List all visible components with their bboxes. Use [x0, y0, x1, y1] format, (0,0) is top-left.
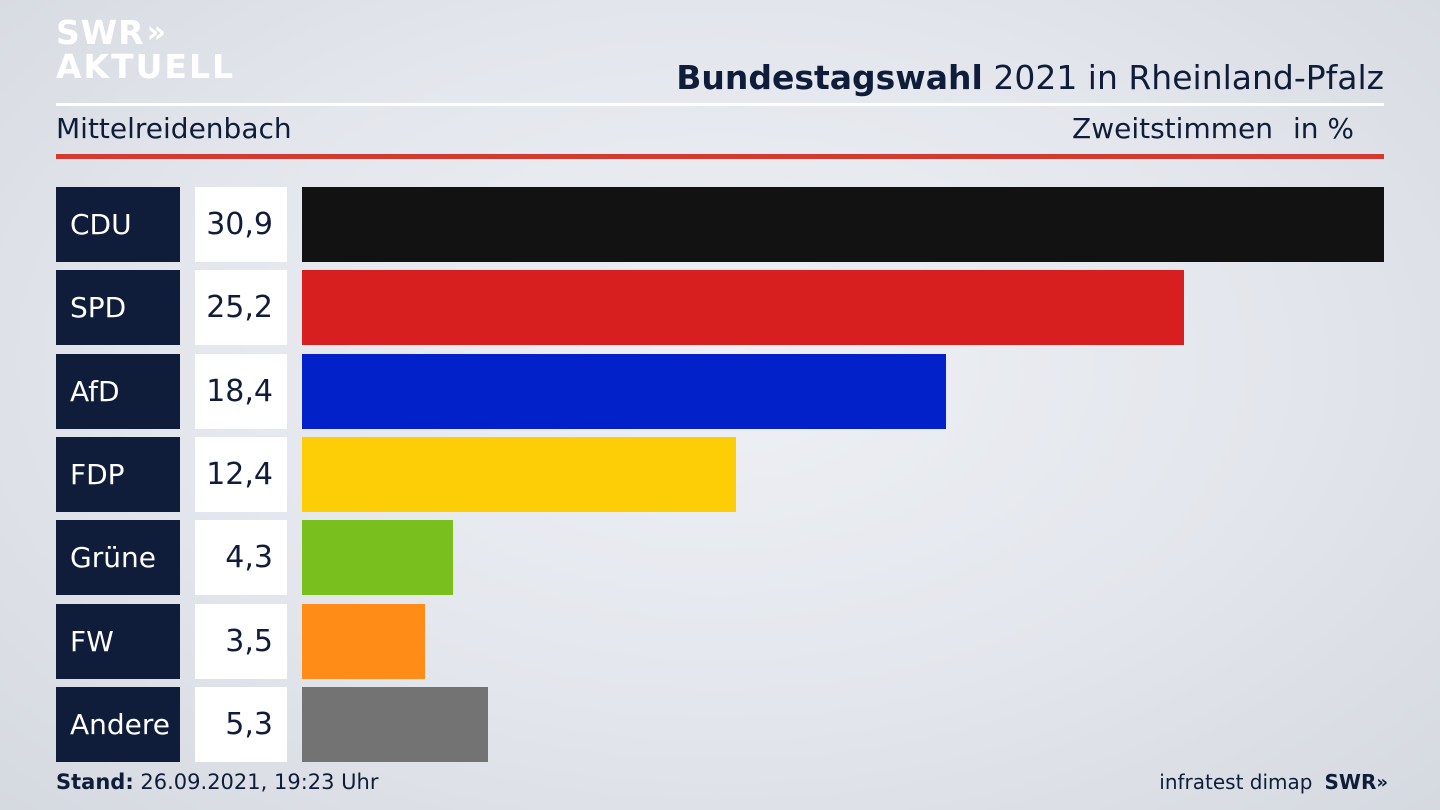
value-label: 3,5 — [195, 603, 287, 679]
header-divider — [56, 103, 1384, 106]
bar-row-cdu: CDU 30,9 — [56, 187, 1384, 262]
bar-fw — [302, 603, 425, 679]
source-credit: infratest dimap SWR » — [1159, 770, 1388, 794]
bar-row-fw: FW 3,5 — [56, 603, 1384, 679]
swr-logo-small: SWR — [1324, 770, 1377, 794]
bar-grüne — [302, 520, 453, 596]
bar-afd — [302, 353, 947, 429]
bar-andere — [302, 686, 488, 762]
logo-chevrons-icon: » — [146, 15, 167, 50]
party-label: Andere — [56, 686, 180, 762]
bar-row-spd: SPD 25,2 — [56, 270, 1384, 346]
bar-row-grüne: Grüne 4,3 — [56, 520, 1384, 596]
value-label: 5,3 — [195, 686, 287, 762]
bar-row-afd: AfD 18,4 — [56, 353, 1384, 429]
source-name: infratest dimap — [1159, 770, 1313, 794]
metric-label: Zweitstimmen in % — [1072, 112, 1354, 145]
bar-row-andere: Andere 5,3 — [56, 686, 1384, 762]
value-label: 25,2 — [195, 270, 287, 346]
timestamp: Stand: 26.09.2021, 19:23 Uhr — [56, 770, 379, 794]
swr-aktuell-logo: SWR » AKTUELL — [56, 16, 235, 84]
value-label: 30,9 — [195, 187, 287, 262]
region-name: Mittelreidenbach — [56, 112, 292, 145]
unit-label: in % — [1292, 112, 1354, 145]
metric-name: Zweitstimmen — [1072, 112, 1273, 145]
logo-aktuell-text: AKTUELL — [56, 47, 236, 86]
logo-swr-text: SWR — [56, 13, 145, 52]
accent-divider — [56, 154, 1384, 159]
party-label: CDU — [56, 187, 180, 262]
bar-fdp — [302, 436, 737, 512]
bar-row-fdp: FDP 12,4 — [56, 436, 1384, 512]
title-bold: Bundestagswahl — [676, 58, 983, 97]
party-label: FW — [56, 603, 180, 679]
party-label: FDP — [56, 436, 180, 512]
stand-label: Stand: — [56, 770, 134, 794]
party-label: Grüne — [56, 520, 180, 596]
value-label: 18,4 — [195, 353, 287, 429]
stand-value: 26.09.2021, 19:23 Uhr — [133, 770, 379, 794]
title-rest: 2021 in Rheinland-Pfalz — [982, 58, 1384, 97]
swr-chevrons-icon: » — [1376, 771, 1387, 793]
value-label: 4,3 — [195, 520, 287, 596]
bar-spd — [302, 270, 1185, 346]
page-title: Bundestagswahl 2021 in Rheinland-Pfalz — [676, 58, 1384, 97]
subheader: Mittelreidenbach Zweitstimmen in % — [56, 112, 1384, 152]
party-label: AfD — [56, 353, 180, 429]
results-bar-chart: CDU 30,9 SPD 25,2 AfD 18,4 FDP 12,4 Grüne 4,3 FW 3,… — [56, 187, 1384, 762]
bar-cdu — [302, 187, 1384, 262]
party-label: SPD — [56, 270, 180, 346]
value-label: 12,4 — [195, 436, 287, 512]
